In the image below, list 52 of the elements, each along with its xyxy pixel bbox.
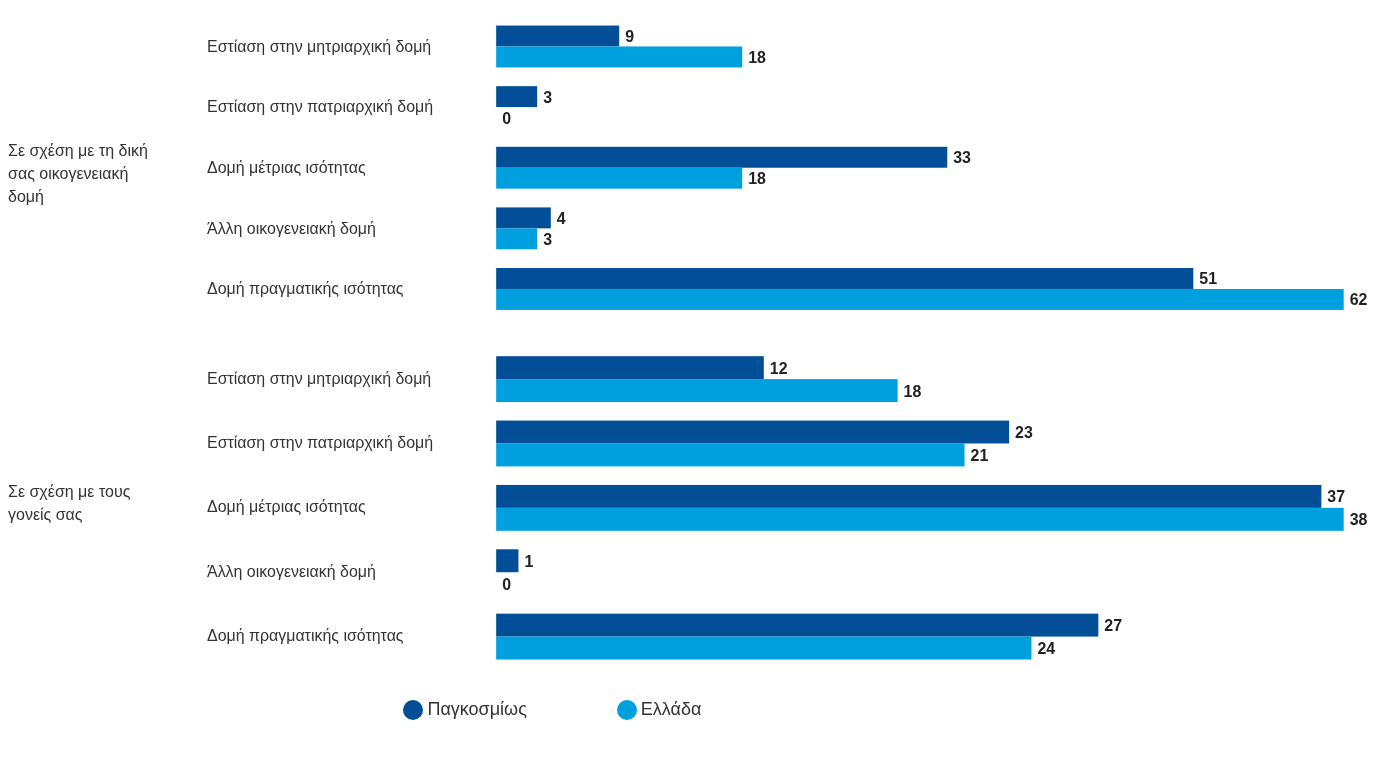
data-label: 62 bbox=[1350, 291, 1368, 309]
y-tick-label: Εστίαση στην μητριαρχική δομή bbox=[207, 37, 432, 55]
data-label: 24 bbox=[1037, 640, 1056, 658]
data-label: 27 bbox=[1104, 617, 1123, 635]
bar bbox=[496, 46, 743, 68]
bar bbox=[496, 268, 1194, 289]
data-label: 18 bbox=[748, 170, 767, 188]
bar bbox=[496, 613, 1099, 637]
data-label: 1 bbox=[524, 552, 534, 570]
data-label: 33 bbox=[953, 149, 972, 167]
bar bbox=[496, 507, 1345, 531]
bar bbox=[496, 146, 948, 168]
bar bbox=[496, 420, 1010, 444]
data-label: 0 bbox=[502, 109, 512, 127]
data-label: 4 bbox=[557, 209, 567, 227]
bar bbox=[496, 549, 519, 573]
bar bbox=[496, 228, 538, 250]
data-label: 12 bbox=[770, 359, 789, 377]
legend-label: Παγκοσμίως bbox=[427, 698, 527, 719]
y-tick-label: Εστίαση στην πατριαρχική δομή bbox=[207, 434, 434, 452]
y-tick-label: Εστίαση στην μητριαρχική δομή bbox=[207, 369, 432, 387]
data-label: 21 bbox=[970, 446, 989, 464]
y-axis-title: Σε σχέση με τους γονείς σας bbox=[8, 482, 132, 525]
bar bbox=[496, 356, 765, 380]
bar bbox=[496, 167, 743, 189]
data-label: 0 bbox=[502, 575, 512, 593]
bar bbox=[496, 379, 899, 403]
bar bbox=[496, 443, 965, 467]
data-label: 3 bbox=[543, 88, 553, 106]
y-tick-label: Δομή μέτριας ισότητας bbox=[207, 158, 367, 176]
bar bbox=[496, 484, 1322, 508]
y-axis-title: Σε σχέση με τη δική σας οικογενειακή δομή bbox=[8, 140, 149, 207]
bar bbox=[496, 25, 620, 47]
data-label: 51 bbox=[1199, 270, 1218, 288]
y-tick-label: Δομή πραγματικής ισότητας bbox=[207, 627, 405, 645]
y-tick-label: Δομή πραγματικής ισότητας bbox=[207, 280, 405, 298]
y-tick-label: Εστίαση στην πατριαρχική δομή bbox=[207, 98, 434, 116]
y-tick-label: Άλλη οικογενειακή δομή bbox=[207, 219, 377, 237]
data-label: 38 bbox=[1350, 511, 1368, 529]
data-label: 37 bbox=[1327, 488, 1346, 506]
data-label: 18 bbox=[904, 382, 922, 400]
bar bbox=[496, 636, 1032, 660]
data-label: 9 bbox=[625, 27, 635, 45]
data-label: 3 bbox=[543, 230, 553, 248]
data-label: 18 bbox=[748, 48, 767, 66]
bar bbox=[496, 86, 538, 108]
data-label: 23 bbox=[1015, 424, 1034, 442]
legend-label: Ελλάδα bbox=[640, 698, 702, 719]
y-tick-label: Δομή μέτριας ισότητας bbox=[207, 498, 367, 516]
y-tick-label: Άλλη οικογενειακή δομή bbox=[207, 562, 377, 580]
bar bbox=[496, 207, 552, 229]
bar bbox=[496, 288, 1345, 310]
